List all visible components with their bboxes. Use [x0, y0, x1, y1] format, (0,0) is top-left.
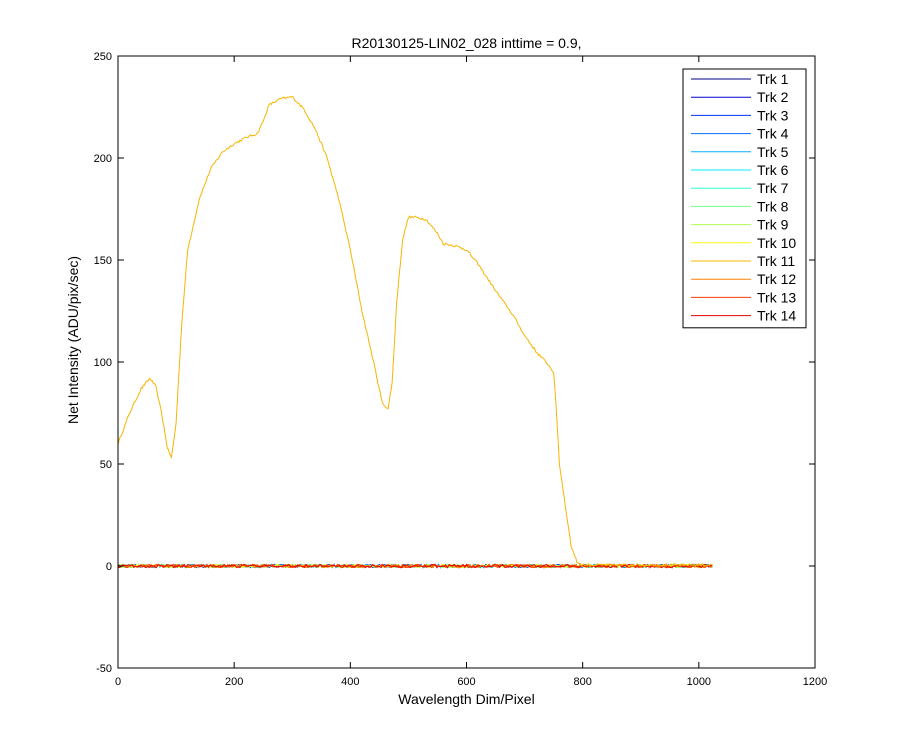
x-tick-label: 800: [573, 676, 591, 688]
y-tick-label: 100: [94, 357, 112, 369]
legend-label: Trk 9: [757, 217, 789, 233]
legend-label: Trk 12: [757, 271, 796, 287]
y-tick-label: 200: [94, 153, 112, 165]
x-tick-label: 0: [115, 676, 121, 688]
x-tick-label: 600: [457, 676, 475, 688]
legend: Trk 1 Trk 2 Trk 3 Trk 4 Trk 5 Trk 6 Trk 7 Trk 8…: [682, 68, 807, 329]
legend-label: Trk 7: [757, 180, 789, 196]
x-tick-label: 200: [225, 676, 243, 688]
y-tick-label: -50: [96, 663, 112, 675]
y-tick-label: 0: [106, 561, 112, 573]
legend-label: Trk 14: [757, 308, 796, 324]
series-line-trk-14: [117, 563, 713, 569]
x-axis-label: Wavelength Dim/Pixel: [398, 691, 534, 707]
y-tick-label: 150: [94, 255, 112, 267]
legend-label: Trk 11: [757, 253, 795, 269]
legend-box: [682, 68, 807, 329]
legend-label: Trk 3: [757, 107, 789, 123]
y-axis: -50 0 50 100 150 200 250: [94, 51, 815, 675]
legend-label: Trk 13: [757, 289, 796, 305]
x-tick-label: 1000: [687, 676, 711, 688]
legend-label: Trk 6: [757, 162, 789, 178]
y-tick-label: 250: [94, 51, 112, 63]
series-line-trk-11: [117, 95, 713, 567]
legend-label: Trk 10: [757, 235, 796, 251]
y-tick-label: 50: [100, 459, 112, 471]
legend-label: Trk 2: [757, 89, 789, 105]
x-tick-label: 1200: [803, 676, 827, 688]
legend-label: Trk 8: [757, 198, 789, 214]
legend-label: Trk 1: [757, 71, 789, 87]
legend-label: Trk 5: [757, 144, 789, 160]
series-layer: [117, 95, 713, 569]
y-axis-label: Net Intensity (ADU/pix/sec): [65, 256, 81, 424]
chart-title: R20130125-LIN02_028 inttime = 0.9,: [352, 35, 582, 51]
x-tick-label: 400: [341, 676, 359, 688]
x-axis: 0 200 400 600 800 1000 1200: [115, 56, 827, 688]
legend-label: Trk 4: [757, 126, 789, 142]
